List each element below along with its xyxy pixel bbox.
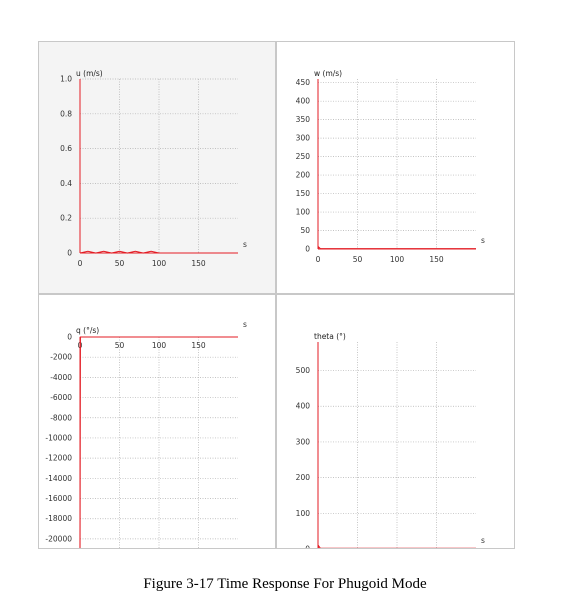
u-chart-title: u (m/s)	[76, 69, 103, 78]
q-pitch-rate-chart: 0 -2000 -4000 -6000 -8000 -10000 -12000 -14000 -…	[45, 320, 247, 548]
q-pitch-rate-chart-panel: 0 -2000 -4000 -6000 -8000 -10000 -12000 -14000 -…	[39, 295, 277, 548]
w-y-tick-label-6: 300	[296, 134, 311, 143]
w-y-tick-label-0: 0	[305, 245, 310, 254]
q-y-tick-label-8: -16000	[45, 494, 72, 503]
theta-y-tick-label-1: 100	[296, 509, 311, 518]
w-x-axis-label: s	[481, 236, 485, 245]
w-y-tick-label-1: 50	[300, 226, 310, 235]
u-y-tick-label-3: 0.6	[60, 144, 72, 153]
q-y-tick-label-10: -20000	[45, 534, 72, 543]
w-x-tick-label-2: 100	[390, 255, 405, 264]
w-y-tick-label-2: 100	[296, 208, 311, 217]
theta-pitch-angle-chart: 0100200300400500050100150stheta (°)	[296, 332, 485, 549]
u-y-tick-label-1: 0.2	[60, 214, 72, 223]
q-x-tick-label-1: 50	[115, 341, 125, 350]
u-velocity-chart-panel: 0 0.2 0.4 0.6 0.8 1.0 0 50 100 150 s u (m/s)	[39, 42, 277, 295]
w-y-tick-label-9: 450	[296, 78, 311, 87]
u-x-tick-label-0: 0	[78, 259, 83, 268]
q-y-tick-label-9: -18000	[45, 514, 72, 523]
theta-y-tick-label-0: 0	[305, 545, 310, 549]
u-x-axis-label: s	[243, 240, 247, 249]
theta-y-tick-label-2: 200	[296, 473, 311, 482]
q-y-tick-label-3: -6000	[50, 393, 72, 402]
q-y-tick-label-5: -10000	[45, 433, 72, 442]
w-y-tick-label-5: 250	[296, 152, 311, 161]
q-x-axis-label: s	[243, 320, 247, 329]
u-y-tick-label-0: 0	[67, 249, 72, 258]
figure-caption: Figure 3-17 Time Response For Phugoid Mo…	[143, 576, 427, 592]
theta-y-tick-label-5: 500	[296, 366, 311, 375]
w-velocity-chart-panel: 0 50 100 150 200 250 300 350 400 450 0 50 100 150 s w (…	[277, 42, 514, 295]
w-y-tick-label-8: 400	[296, 97, 311, 106]
q-y-tick-label-2: -4000	[50, 373, 72, 382]
w-x-tick-label-1: 50	[353, 255, 363, 264]
q-y-tick-label-1: -2000	[50, 353, 72, 362]
q-x-tick-label-2: 100	[152, 341, 167, 350]
figure-frame: 0 0.2 0.4 0.6 0.8 1.0 0 50 100 150 s u (m/s) 0 50 100…	[38, 41, 515, 549]
u-y-tick-label-2: 0.4	[60, 179, 72, 188]
u-velocity-chart: 0 0.2 0.4 0.6 0.8 1.0 0 50 100 150 s u (m/s)	[60, 69, 247, 268]
w-x-tick-label-0: 0	[316, 255, 321, 264]
q-y-tick-label-7: -14000	[45, 474, 72, 483]
theta-pitch-angle-chart-panel: 0100200300400500050100150stheta (°)	[277, 295, 514, 548]
u-x-tick-label-2: 100	[152, 259, 167, 268]
u-y-tick-label-5: 1.0	[60, 75, 72, 84]
w-chart-title: w (m/s)	[314, 69, 342, 78]
u-x-tick-label-1: 50	[115, 259, 125, 268]
q-chart-title: q (°/s)	[76, 326, 99, 335]
theta-chart-title: theta (°)	[314, 332, 346, 341]
theta-y-tick-label-4: 400	[296, 402, 311, 411]
q-x-tick-label-3: 150	[191, 341, 206, 350]
w-velocity-chart: 0 50 100 150 200 250 300 350 400 450 0 50 100 150 s w (…	[296, 69, 485, 264]
w-y-tick-label-7: 350	[296, 115, 311, 124]
u-x-tick-label-3: 150	[191, 259, 206, 268]
q-y-tick-label-4: -8000	[50, 413, 72, 422]
theta-x-axis-label: s	[481, 536, 485, 545]
q-y-tick-label-6: -12000	[45, 454, 72, 463]
w-y-tick-label-4: 200	[296, 171, 311, 180]
u-y-tick-label-4: 0.8	[60, 109, 72, 118]
w-x-tick-label-3: 150	[429, 255, 444, 264]
theta-y-tick-label-3: 300	[296, 437, 311, 446]
w-y-tick-label-3: 150	[296, 189, 311, 198]
q-y-tick-label-0: 0	[67, 333, 72, 342]
